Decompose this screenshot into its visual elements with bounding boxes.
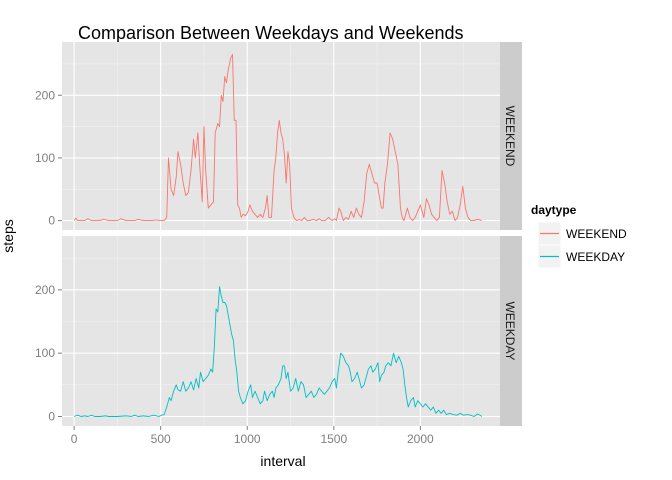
legend-label-weekday: WEEKDAY <box>566 250 625 264</box>
legend: daytype WEEKEND WEEKDAY <box>531 203 627 269</box>
x-tick-label: 2000 <box>407 432 434 446</box>
x-tick-label: 500 <box>151 432 171 446</box>
y-axis-title: steps <box>0 219 16 252</box>
facet-strip-label: WEEKDAY <box>503 301 517 360</box>
facet-strip-label: WEEKEND <box>503 106 517 167</box>
facet-strip <box>500 42 522 230</box>
x-axis-title: interval <box>260 453 305 469</box>
y-tick-label: 100 <box>35 151 55 165</box>
chart-panels: 0 100 200 WEEKEND 0 100 200 WEEKDAY 0 500 1000 1500… <box>35 42 522 446</box>
y-tick-label: 0 <box>48 410 55 424</box>
panel-background <box>62 42 500 230</box>
series-line-weekday <box>73 286 483 417</box>
legend-label-weekend: WEEKEND <box>566 227 627 241</box>
y-tick-label: 0 <box>48 214 55 228</box>
panel-background <box>62 236 500 426</box>
y-tick-label: 200 <box>35 88 55 102</box>
legend-title: daytype <box>531 203 577 217</box>
x-tick-label: 1500 <box>320 432 347 446</box>
y-tick-label: 100 <box>35 346 55 360</box>
series-line-weekend <box>73 54 482 222</box>
y-tick-label: 200 <box>35 283 55 297</box>
panel-weekend: 0 100 200 WEEKEND <box>35 42 522 230</box>
chart-title: Comparison Between Weekdays and Weekends <box>78 23 464 43</box>
panel-weekday: 0 100 200 WEEKDAY 0 500 1000 1500 2000 <box>35 236 522 446</box>
facet-strip <box>500 236 522 426</box>
x-tick-label: 1000 <box>234 432 261 446</box>
x-tick-label: 0 <box>71 432 78 446</box>
